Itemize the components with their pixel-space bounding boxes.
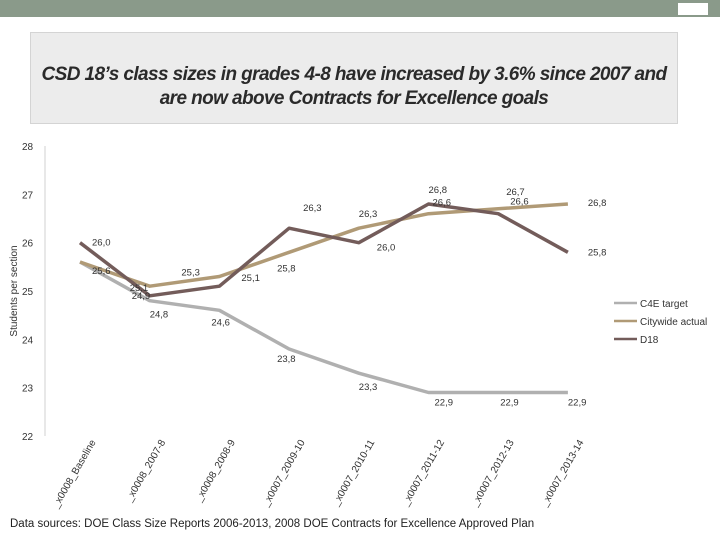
data-label: 25,1 [241, 273, 260, 284]
data-label: 24,9 [132, 291, 151, 302]
data-label: 25,1 [130, 283, 149, 294]
data-label: 25,8 [588, 247, 607, 258]
data-label: 26,7 [506, 187, 525, 198]
data-label: 26,6 [510, 197, 529, 208]
data-label: 25,3 [181, 268, 200, 279]
data-label: 26,3 [359, 209, 378, 220]
title-line-1: CSD 18’s class sizes in grades 4-8 have … [41, 64, 668, 85]
data-label: 22,9 [435, 398, 454, 409]
data-label: 26,0 [377, 243, 396, 254]
data-label: 25,6 [92, 266, 111, 277]
series-line-d18 [78, 202, 569, 298]
x-tick-label: _x0007_2013-14 [539, 438, 587, 510]
data-label: 22,9 [500, 398, 519, 409]
y-tick-label: 28 [22, 142, 34, 153]
x-tick-label: _x0007_2009-10 [260, 438, 308, 510]
title-line-2: are now above Contracts for Excellence g… [159, 88, 549, 109]
y-axis-label: Students per section [9, 245, 20, 336]
data-label: 25,8 [277, 263, 296, 274]
x-tick-label: _x0007_2011-12 [400, 438, 447, 509]
title-box: CSD 18’s class sizes in grades 4-8 have … [30, 32, 678, 124]
data-label: 23,3 [359, 382, 378, 393]
y-tick-label: 27 [22, 190, 34, 201]
x-tick-label: _x0007_2012-13 [469, 438, 517, 510]
data-label: 26,3 [303, 203, 322, 214]
legend-label: D18 [640, 335, 659, 346]
x-tick-label: _x0007_2010-11 [330, 438, 377, 509]
y-tick-label: 24 [22, 335, 34, 346]
data-label: 24,6 [211, 317, 230, 328]
x-tick-label: _x0008_Baseline [50, 438, 99, 511]
legend-label: Citywide actual [640, 317, 707, 328]
y-tick-label: 23 [22, 384, 34, 395]
x-tick-label: _x0008_2007-8 [124, 438, 169, 505]
data-label: 23,8 [277, 354, 296, 365]
data-label: 26,0 [92, 238, 111, 249]
top-bar-box [678, 3, 708, 15]
data-label: 26,8 [429, 185, 448, 196]
source-note: Data sources: DOE Class Size Reports 200… [10, 518, 535, 530]
top-bar [0, 0, 720, 17]
x-tick-label: _x0008_2008-9 [193, 438, 238, 505]
series-line-c4e [79, 260, 568, 395]
data-label: 22,9 [568, 398, 587, 409]
y-tick-label: 26 [22, 239, 34, 250]
chart-title: CSD 18’s class sizes in grades 4-8 have … [31, 63, 677, 111]
series-line-citywide [79, 202, 569, 288]
data-label: 26,8 [588, 198, 607, 209]
legend-label: C4E target [640, 299, 688, 310]
data-label: 24,8 [150, 310, 169, 321]
y-tick-label: 25 [22, 287, 34, 298]
y-tick-label: 22 [22, 432, 34, 443]
data-label: 26,6 [433, 198, 452, 209]
